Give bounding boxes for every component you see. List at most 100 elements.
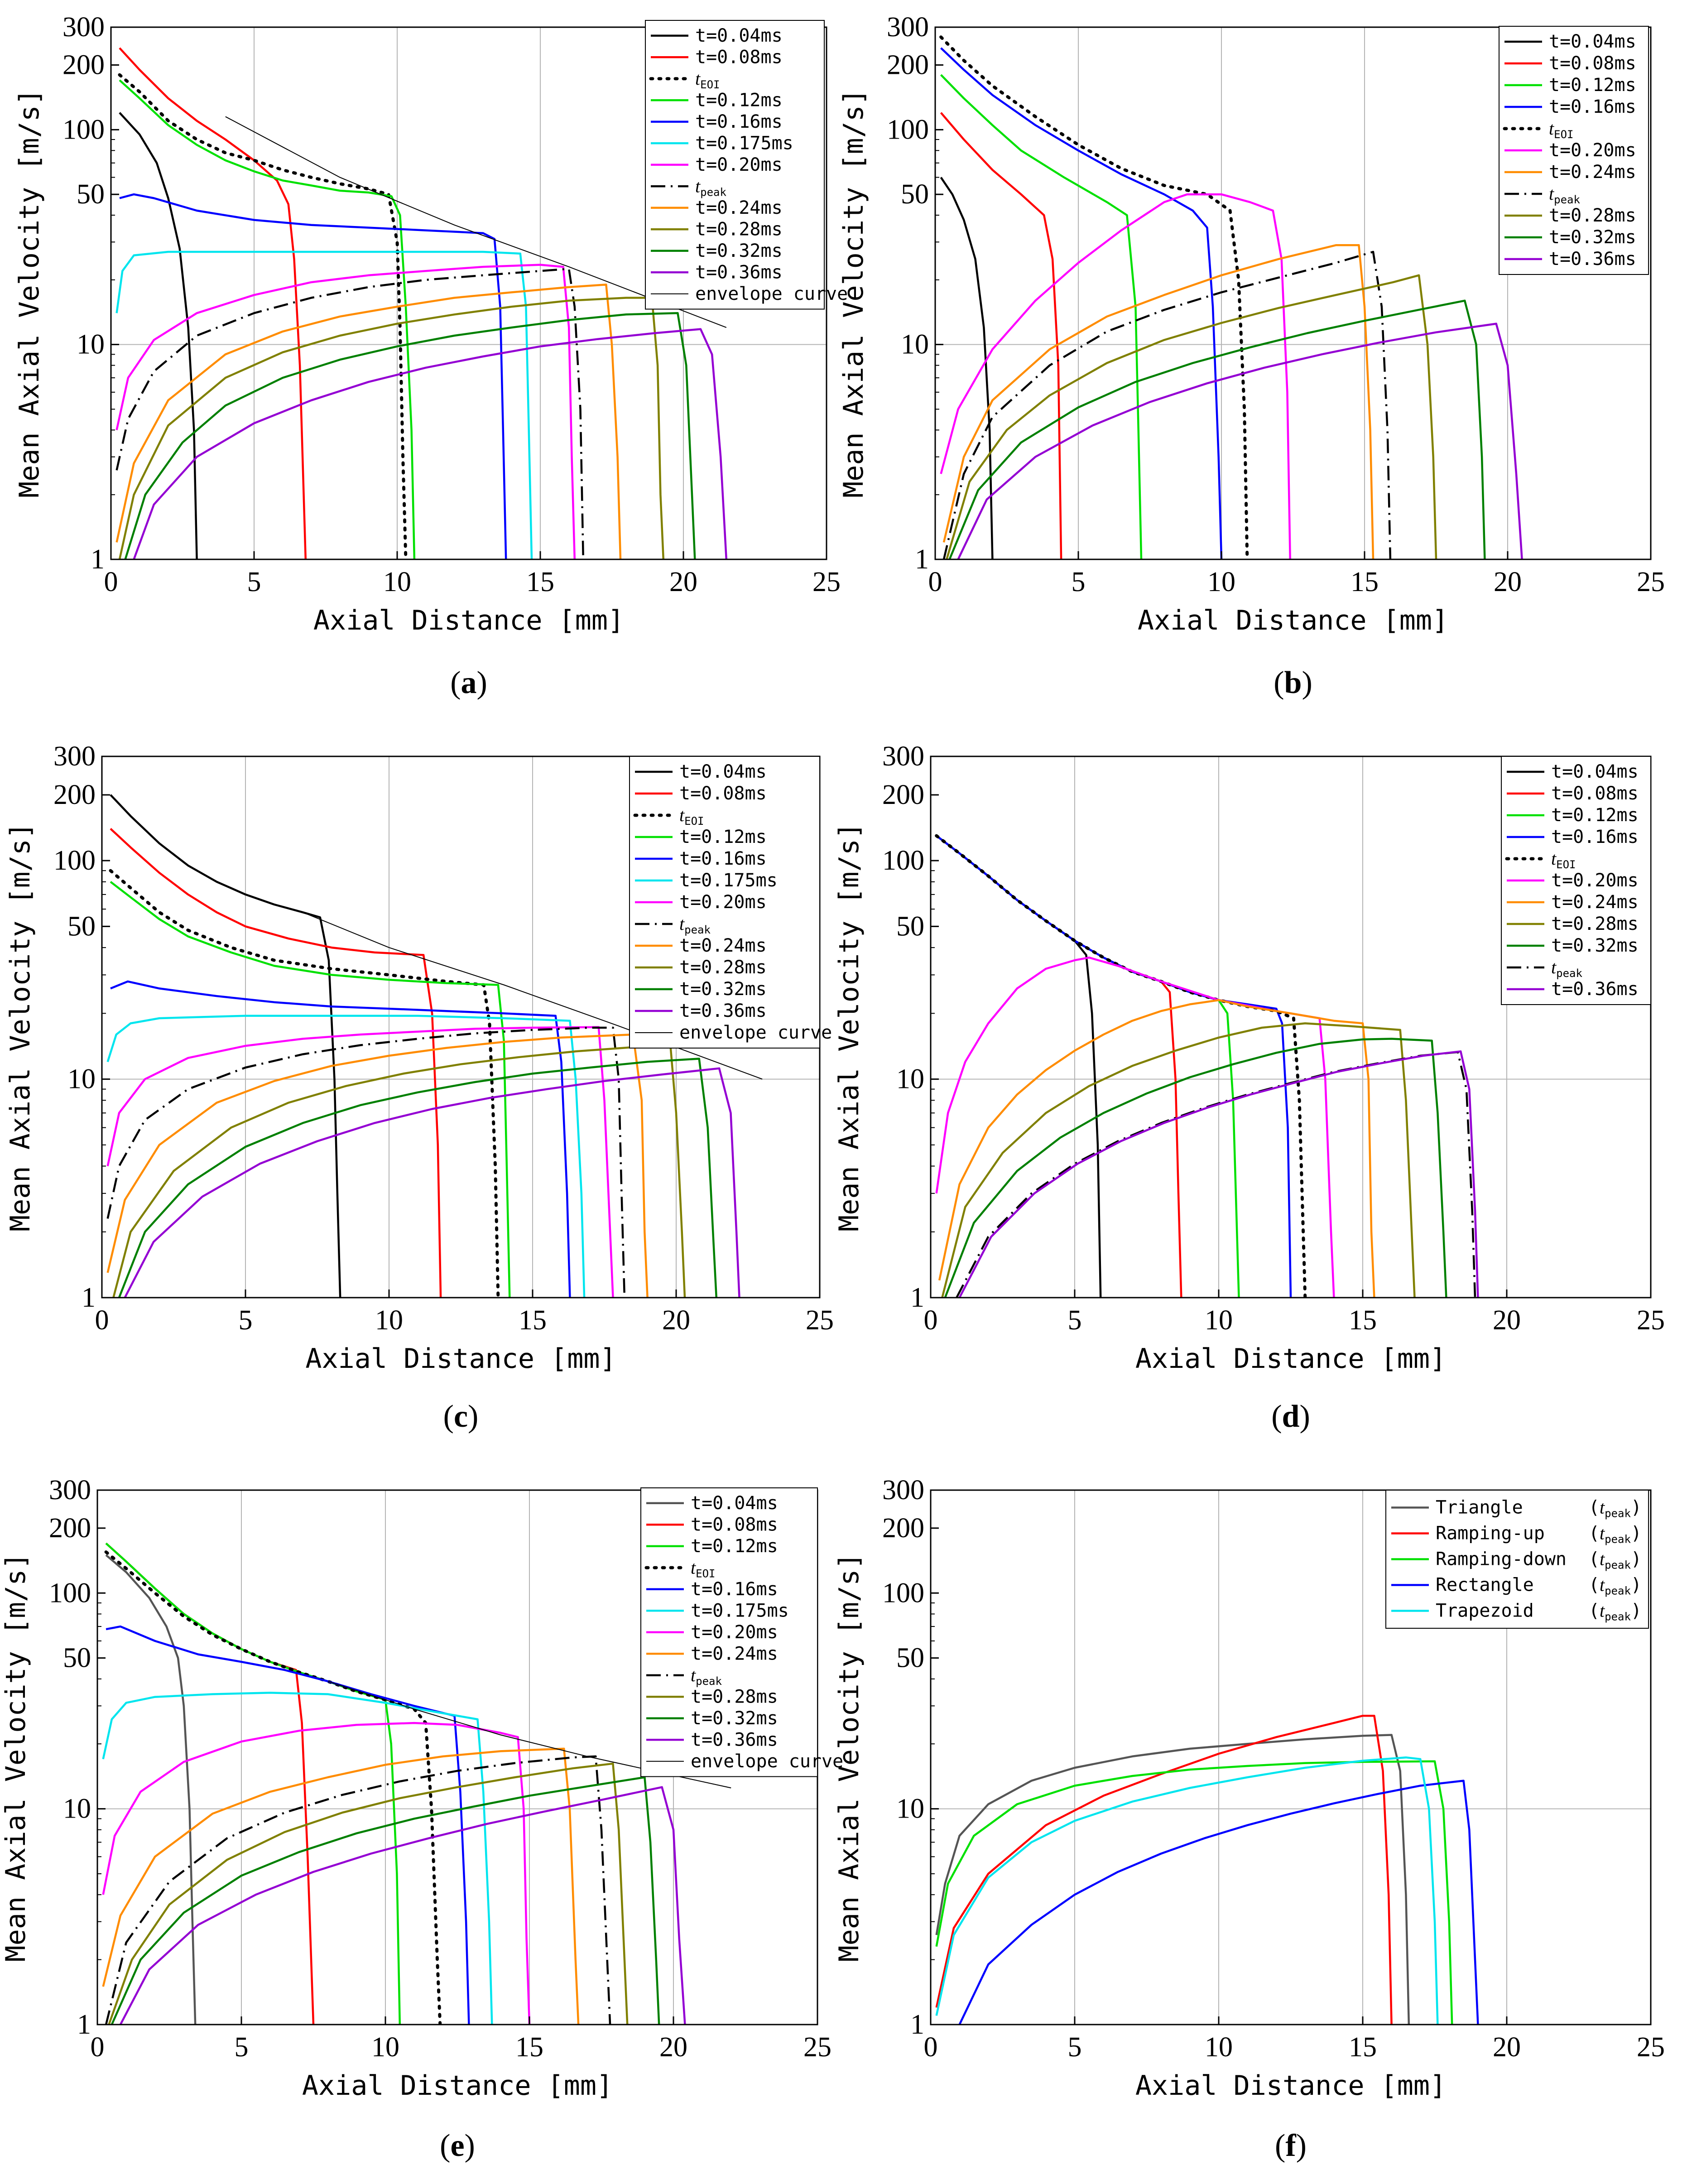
y-tick-label: 200 <box>882 1513 924 1544</box>
x-tick-label: 25 <box>1637 1305 1665 1336</box>
legend: t=0.04mst=0.08mst=0.12mst=0.16mstEOIt=0.… <box>1501 756 1651 1005</box>
x-tick-label: 20 <box>1493 2032 1521 2063</box>
legend-entry: t=0.24ms <box>695 197 783 218</box>
series-line-4 <box>939 35 1249 559</box>
legend-entry: tEOI <box>679 805 704 827</box>
series-line-1 <box>936 835 1182 1298</box>
series-line-0 <box>105 1554 197 2025</box>
y-tick-label: 1 <box>77 2009 91 2040</box>
x-tick-label: 5 <box>247 567 261 597</box>
series-line-10 <box>124 312 696 559</box>
y-tick-label: 10 <box>63 1794 91 1824</box>
legend-entry: t=0.24ms <box>1549 162 1636 183</box>
series-line-10 <box>957 322 1523 559</box>
series-line-8 <box>106 1033 649 1298</box>
y-tick-label: 100 <box>882 1578 924 1608</box>
y-tick-label: 300 <box>887 12 929 43</box>
legend-entry: tpeak <box>1551 957 1582 980</box>
legend: t=0.04mst=0.08mstEOIt=0.12mst=0.16mst=0.… <box>629 756 832 1049</box>
series-line-6 <box>115 264 576 559</box>
series-line-4 <box>106 1625 470 2025</box>
legend-entry: t=0.28ms <box>1549 205 1636 226</box>
plot-frame <box>930 1489 1652 2025</box>
legend-entry: Triangle <box>1436 1497 1523 1518</box>
x-tick-label: 0 <box>104 567 118 597</box>
y-tick-label: 200 <box>882 779 924 810</box>
y-tick-label: 100 <box>62 114 105 145</box>
x-tick-label: 20 <box>1493 1305 1521 1336</box>
legend-entry: tpeak <box>1549 183 1580 206</box>
x-tick-label: 5 <box>235 2032 249 2063</box>
y-tick-label: 200 <box>887 50 929 81</box>
legend-entry: t=0.24ms <box>1551 892 1639 913</box>
series-group <box>102 1542 731 2025</box>
x-tick-label: 10 <box>383 567 411 597</box>
y-axis-label: Mean Axial Velocity [m/s] <box>0 1553 32 1962</box>
series-line-4 <box>119 193 507 559</box>
series-line-12 <box>327 1681 731 1789</box>
chart-panel-f: 0 5 10 15 20 25 1 10 50 100 200 300 Axial Distance [… <box>833 1475 1665 2163</box>
y-tick-label: 100 <box>887 114 929 145</box>
series-line-3 <box>940 47 1223 559</box>
x-tick-label: 0 <box>928 567 942 597</box>
x-tick-label: 25 <box>803 2032 831 2063</box>
y-tick-label: 50 <box>896 1643 924 1674</box>
y-tick-label: 50 <box>63 1643 91 1674</box>
legend-entry: envelope curve <box>691 1751 843 1772</box>
legend-entry: t=0.36ms <box>691 1729 778 1750</box>
x-axis-label: Axial Distance [mm] <box>1135 1343 1446 1375</box>
series-line-8 <box>115 284 622 559</box>
legend-entry: t=0.28ms <box>679 957 767 978</box>
x-tick-label: 15 <box>1349 1305 1377 1336</box>
series-line-2 <box>109 869 500 1298</box>
series-line-8 <box>105 1755 611 2025</box>
y-axis-label: Mean Axial Velocity [m/s] <box>5 823 36 1232</box>
x-tick-label: 10 <box>1205 2032 1233 2063</box>
legend-entry: t=0.16ms <box>1549 96 1636 117</box>
series-line-2 <box>940 74 1143 559</box>
legend-entry: t=0.04ms <box>679 761 767 782</box>
series-line-4 <box>110 980 571 1298</box>
legend-entry: t=0.36ms <box>695 262 783 283</box>
series-line-5 <box>102 1692 493 2025</box>
series-line-6 <box>106 1026 614 1298</box>
series-line-9 <box>118 297 665 559</box>
x-tick-label: 25 <box>812 567 841 597</box>
series-line-3 <box>119 79 416 559</box>
legend-entry: t=0.08ms <box>1549 53 1636 74</box>
chart-panel-a: 0 5 10 15 20 25 1 10 50 100 200 300 Axial Distance [… <box>14 12 848 700</box>
legend-entry: t=0.08ms <box>691 1514 778 1535</box>
series-line-6 <box>938 999 1375 1298</box>
legend-entry: t=0.16ms <box>695 111 783 132</box>
series-line-9 <box>948 299 1486 559</box>
legend-entry: t=0.36ms <box>1551 979 1639 1000</box>
y-axis-label: Mean Axial Velocity [m/s] <box>833 1553 865 1962</box>
y-tick-label: 300 <box>53 741 96 772</box>
x-tick-label: 0 <box>91 2032 105 2063</box>
x-tick-label: 10 <box>1205 1305 1233 1336</box>
x-tick-label: 0 <box>924 1305 938 1336</box>
legend-suffix: (tpeak) <box>1589 1601 1642 1623</box>
legend-entry: tEOI <box>695 68 720 91</box>
series-line-4 <box>935 834 1307 1298</box>
y-axis-label: Mean Axial Velocity [m/s] <box>833 823 865 1232</box>
chart-panel-d: 0 5 10 15 20 25 1 10 50 100 200 300 Axial Distance [… <box>833 741 1665 1434</box>
y-tick-label: 100 <box>53 845 96 876</box>
y-axis-label: Mean Axial Velocity [m/s] <box>14 89 45 498</box>
legend-entry: tEOI <box>1551 848 1576 871</box>
x-tick-label: 25 <box>1637 567 1665 597</box>
series-line-7 <box>106 1026 626 1298</box>
series-line-12 <box>225 116 727 328</box>
legend-entry: t=0.04ms <box>695 25 783 46</box>
series-line-0 <box>936 835 1102 1298</box>
legend: t=0.04mst=0.08mst=0.12mst=0.16mstEOIt=0.… <box>1499 26 1649 275</box>
legend-entry: t=0.04ms <box>1549 31 1636 52</box>
series-line-10 <box>958 1050 1479 1298</box>
legend-entry: t=0.16ms <box>1551 827 1639 847</box>
legend-entry: tpeak <box>679 914 711 936</box>
series-line-0 <box>935 1734 1410 2025</box>
y-tick-label: 50 <box>896 911 924 942</box>
series-line-4 <box>935 1756 1439 2025</box>
x-axis-label: Axial Distance [mm] <box>313 605 624 636</box>
x-tick-label: 15 <box>1349 2032 1377 2063</box>
